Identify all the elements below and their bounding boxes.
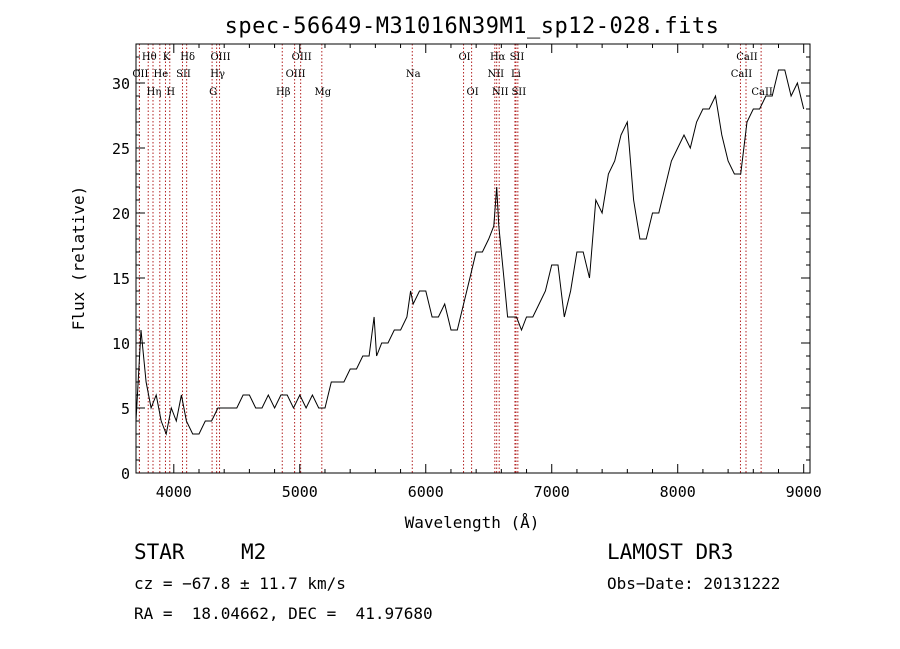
obs-date-text: Obs−Date: 20131222 <box>607 574 781 593</box>
line-label-9: Hγ <box>210 69 225 80</box>
line-label-7: Hδ <box>180 52 195 63</box>
line-label-13: OIII <box>286 69 306 80</box>
line-label-15: Na <box>406 69 421 80</box>
x-tick-label-2: 6000 <box>408 483 444 501</box>
y-axis-label: Flux (relative) <box>69 186 88 331</box>
redshift-text: cz = −67.8 ± 11.7 km/s <box>134 574 346 593</box>
line-label-17: OI <box>467 87 479 98</box>
line-label-4: K <box>163 52 171 63</box>
line-label-25: CaII <box>731 69 753 80</box>
y-tick-label-6: 30 <box>112 75 130 93</box>
subclass-label: M2 <box>241 540 267 564</box>
line-label-6: SII <box>176 69 191 80</box>
x-tick-label-3: 7000 <box>534 483 570 501</box>
spectral-line-markers <box>138 44 762 473</box>
x-tick-label-1: 5000 <box>282 483 318 501</box>
line-label-16: OI <box>458 52 470 63</box>
y-tick-label-5: 25 <box>112 140 130 158</box>
spectrum-series <box>135 69 805 436</box>
line-label-3: He <box>153 69 168 80</box>
x-tick-label-4: 8000 <box>660 483 696 501</box>
line-label-5: H <box>166 87 175 98</box>
line-label-24: CaII <box>736 52 758 63</box>
class-label: STAR <box>134 540 185 564</box>
survey-label: LAMOST DR3 <box>607 540 734 564</box>
line-label-0: Hθ <box>142 52 157 63</box>
chart-title: spec-56649-M31016N39M1_sp12-028.fits <box>225 14 720 39</box>
x-tick-label-5: 9000 <box>786 483 822 501</box>
x-tick-label-0: 4000 <box>156 483 192 501</box>
line-label-12: OIII <box>292 52 312 63</box>
y-axis: 0 5 10 15 20 25 30 <box>112 43 810 483</box>
line-label-18: Hα <box>490 52 506 63</box>
line-label-11: Hβ <box>276 87 291 98</box>
line-label-14: Mg <box>315 87 332 98</box>
y-tick-label-4: 20 <box>112 205 130 223</box>
line-label-21: Li <box>511 69 521 80</box>
line-label-10: G <box>209 87 217 98</box>
plot-frame <box>135 43 811 474</box>
line-label-20: NII <box>487 69 504 80</box>
spectrum-line <box>135 69 805 436</box>
x-axis: 4000 5000 6000 7000 8000 9000 <box>156 44 822 501</box>
line-label-2: Hη <box>147 87 162 98</box>
line-label-8: OIII <box>210 52 230 63</box>
line-label-19: SII <box>510 52 525 63</box>
line-label-23: SII <box>511 87 526 98</box>
coordinates-text: RA = 18.04662, DEC = 41.97680 <box>134 604 433 623</box>
line-label-26: CaII <box>751 87 773 98</box>
y-tick-label-3: 15 <box>112 270 130 288</box>
y-tick-label-0: 0 <box>121 465 130 483</box>
line-label-22: NII <box>492 87 509 98</box>
y-tick-label-2: 10 <box>112 335 130 353</box>
y-tick-label-1: 5 <box>121 400 130 418</box>
line-label-1: OII <box>132 69 148 80</box>
x-axis-label: Wavelength (Å) <box>405 513 540 532</box>
